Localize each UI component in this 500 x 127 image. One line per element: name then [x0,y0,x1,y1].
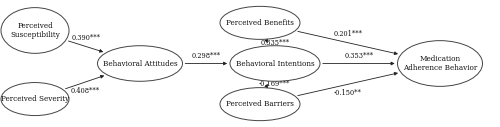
Ellipse shape [220,6,300,39]
Text: 0.335***: 0.335*** [260,38,290,46]
Ellipse shape [98,46,182,81]
Ellipse shape [230,46,320,81]
Text: Behavioral Intentions: Behavioral Intentions [236,60,314,67]
Text: -0.169***: -0.169*** [259,81,290,89]
Text: Perceived
Susceptibility: Perceived Susceptibility [10,22,60,39]
Text: 0.201***: 0.201*** [334,30,362,38]
Text: Perceived Benefits: Perceived Benefits [226,19,294,27]
Ellipse shape [398,41,482,86]
Ellipse shape [220,88,300,121]
Text: 0.353***: 0.353*** [344,52,374,60]
Ellipse shape [1,83,69,116]
Text: Behavioral Attitudes: Behavioral Attitudes [102,60,178,67]
Text: -0.150**: -0.150** [334,89,362,97]
Text: Perceived Barriers: Perceived Barriers [226,100,294,108]
Text: Medication
Adherence Behavior: Medication Adherence Behavior [403,55,477,72]
Text: 0.408***: 0.408*** [70,87,100,95]
Ellipse shape [1,8,69,53]
Text: Perceived Severity: Perceived Severity [1,95,69,103]
Text: 0.298***: 0.298*** [192,52,221,60]
Text: 0.390***: 0.390*** [72,34,101,42]
